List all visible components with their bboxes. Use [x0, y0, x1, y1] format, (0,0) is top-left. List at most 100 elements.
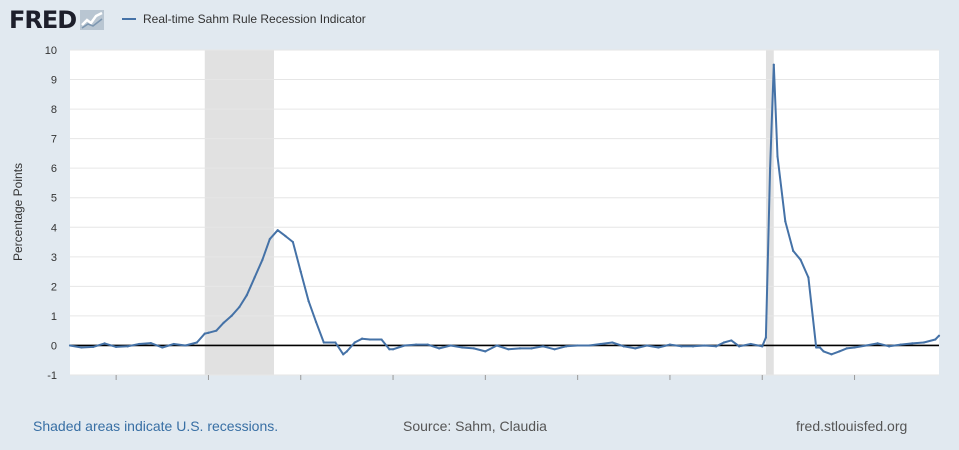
data-point — [818, 346, 822, 349]
data-point — [888, 345, 891, 348]
data-point — [691, 345, 695, 348]
data-point — [784, 220, 787, 223]
data-point — [645, 344, 648, 347]
data-point — [530, 347, 533, 350]
y-tick-label: 5 — [51, 193, 57, 205]
y-tick-label: 9 — [51, 75, 57, 87]
data-point — [261, 258, 264, 261]
data-point — [195, 341, 199, 344]
data-point — [937, 334, 941, 337]
data-point — [815, 346, 818, 349]
data-point — [438, 347, 441, 350]
data-point — [553, 348, 556, 351]
y-tick-label: -1 — [47, 370, 57, 380]
y-tick-labels: -1 0 1 2 3 4 5 6 7 8 9 10 — [45, 45, 57, 380]
data-point — [291, 240, 295, 244]
data-point — [768, 167, 772, 170]
y-tick-label: 3 — [51, 252, 57, 264]
data-point — [657, 346, 660, 349]
data-point — [307, 300, 310, 303]
data-point — [342, 353, 345, 356]
data-point — [899, 343, 902, 346]
y-tick-label: 2 — [51, 281, 57, 293]
data-point — [253, 276, 256, 279]
data-point — [792, 249, 795, 253]
y-axis-label: Percentage Points — [11, 163, 25, 261]
y-tick-label: 0 — [51, 340, 57, 352]
data-point — [845, 347, 848, 350]
data-point — [722, 341, 726, 344]
data-point — [495, 344, 498, 347]
data-point — [322, 341, 325, 344]
series-line-0 — [69, 63, 940, 356]
site-url[interactable]: fred.stlouisfed.org — [796, 418, 908, 434]
data-point — [126, 345, 129, 348]
data-point — [215, 329, 218, 332]
data-point — [822, 350, 825, 353]
data-point — [876, 342, 879, 345]
data-point — [764, 336, 768, 339]
data-point — [207, 331, 210, 334]
data-point — [80, 346, 83, 349]
legend: Real-time Sahm Rule Recession Indicator — [122, 11, 366, 27]
chart-header: FRED Real-time Sahm Rule Recession Indic… — [0, 0, 959, 40]
data-point — [484, 350, 487, 353]
data-point — [388, 348, 391, 351]
data-point — [911, 342, 914, 345]
data-point — [730, 339, 733, 342]
data-point — [749, 342, 752, 346]
y-tick-label: 4 — [51, 222, 57, 234]
y-tick-label: 8 — [51, 104, 57, 116]
data-point — [680, 345, 683, 348]
data-point — [472, 347, 475, 350]
data-point — [314, 320, 318, 323]
fred-logo[interactable]: FRED — [9, 6, 105, 34]
data-point — [345, 350, 348, 353]
data-point — [91, 345, 95, 349]
data-point — [830, 353, 833, 356]
data-point — [622, 345, 625, 348]
data-point — [380, 338, 383, 341]
data-point — [799, 258, 802, 261]
gridlines — [70, 49, 939, 376]
data-point — [172, 342, 175, 346]
data-point — [588, 344, 591, 347]
data-point — [668, 343, 672, 346]
data-point — [838, 350, 841, 353]
data-point — [776, 155, 779, 158]
data-point — [714, 345, 718, 348]
data-point — [334, 341, 337, 344]
line-chart: -1 0 1 2 3 4 5 6 7 8 9 10 2006200820102012201420162… — [11, 45, 941, 380]
data-point — [576, 344, 579, 347]
data-point — [268, 237, 271, 241]
data-point — [391, 348, 395, 351]
data-point — [599, 342, 602, 346]
y-tick-label: 10 — [45, 45, 57, 57]
data-point — [284, 235, 287, 238]
source-credit: Source: Sahm, Claudia — [403, 418, 547, 434]
data-point — [772, 63, 775, 66]
data-point — [138, 342, 141, 346]
data-point — [222, 321, 225, 324]
data-point — [415, 343, 418, 346]
y-tick-label: 1 — [51, 311, 57, 323]
data-point — [238, 305, 241, 309]
data-point — [361, 337, 364, 340]
x-tick-labels: 200620082010201220142016201820202022 — [115, 375, 856, 380]
data-point — [738, 345, 741, 348]
data-point — [103, 342, 106, 345]
recession-band-0 — [204, 50, 274, 375]
data-point — [353, 341, 356, 344]
series-layer — [69, 63, 940, 356]
data-point — [276, 229, 279, 232]
data-point — [68, 344, 72, 347]
data-point — [115, 345, 118, 349]
data-point — [299, 270, 302, 273]
data-point — [703, 344, 706, 347]
data-point — [461, 346, 464, 349]
data-point — [864, 344, 868, 347]
data-point — [184, 344, 187, 347]
recession-note: Shaded areas indicate U.S. recessions. — [33, 418, 279, 434]
logo-text: FRED — [9, 6, 77, 34]
data-point — [934, 338, 937, 341]
